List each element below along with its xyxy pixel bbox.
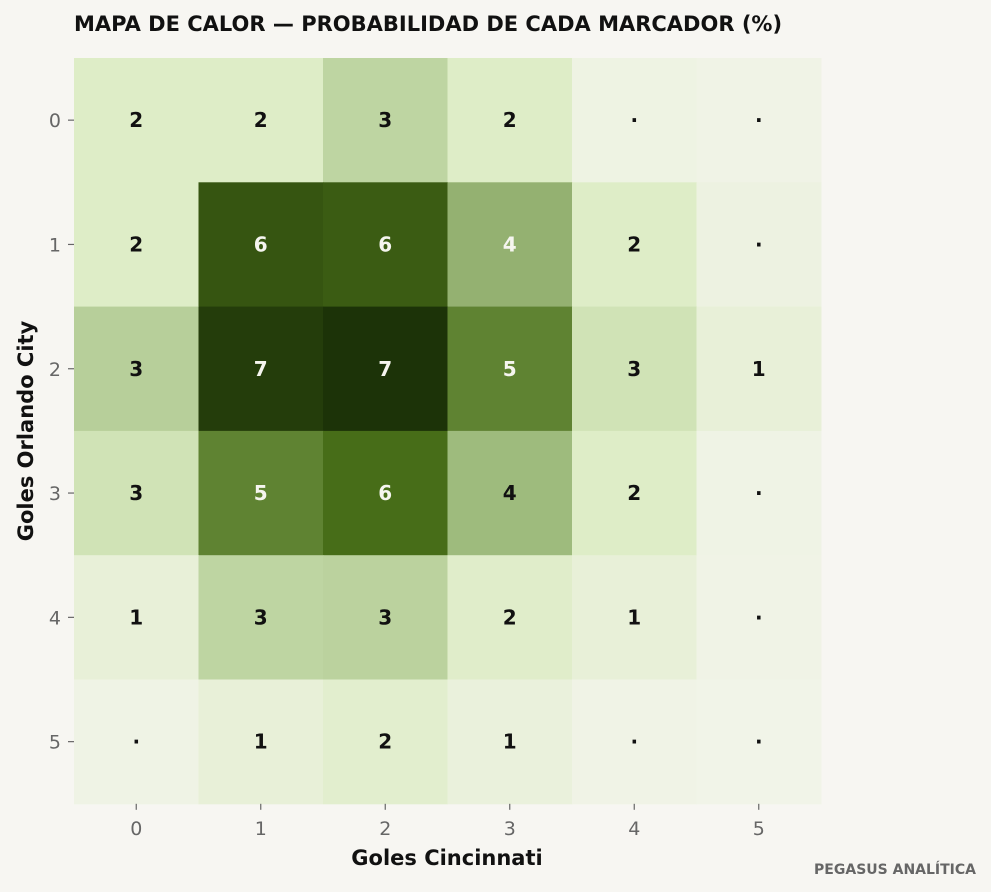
cell-label-5-1: 1 [254, 730, 268, 754]
heatmap-cell-3-0 [74, 430, 199, 556]
cell-label-5-5: · [755, 730, 763, 754]
heatmap-cell-2-5 [696, 306, 822, 432]
heatmap-cell-4-3 [447, 555, 573, 680]
y-tick-label-3: 3 [49, 483, 61, 505]
heatmap-cell-4-1 [198, 555, 324, 680]
cell-label-2-3: 5 [503, 357, 517, 381]
y-tick-label-2: 2 [49, 359, 61, 381]
cell-label-2-2: 7 [378, 357, 392, 381]
heatmap-cell-5-3 [447, 679, 573, 805]
cell-label-4-3: 2 [503, 605, 517, 629]
heatmap-cell-labels: 2 2 3 2 · · 2 6 6 4 2 · 3 7 7 5 3 1 3 5 6 4 2 · 1 3 3 2 1 · · 1 2 1 · · [129, 108, 765, 754]
heatmap-cell-5-4 [572, 679, 697, 805]
cell-label-1-0: 2 [129, 232, 143, 256]
heatmap-cell-0-2 [323, 58, 448, 183]
cell-label-0-5: · [755, 108, 763, 132]
credit-label: PEGASUS ANALÍTICA [814, 862, 976, 878]
cell-label-3-5: · [755, 481, 763, 505]
heatmap-cell-2-1 [198, 306, 324, 432]
cell-label-0-0: 2 [129, 108, 143, 132]
heatmap-cell-5-1 [198, 679, 324, 805]
cell-label-5-3: 1 [503, 730, 517, 754]
cell-label-0-4: · [630, 108, 638, 132]
heatmap-cell-2-3 [447, 306, 573, 432]
x-tick-label-4: 4 [628, 818, 640, 840]
cell-label-5-0: · [132, 730, 140, 754]
heatmap-cell-0-0 [74, 58, 199, 183]
cell-label-4-0: 1 [129, 605, 143, 629]
heatmap-cell-1-2 [323, 182, 448, 308]
heatmap-cell-1-1 [198, 182, 324, 308]
cell-label-4-1: 3 [254, 605, 268, 629]
heatmap-cell-4-0 [74, 555, 199, 680]
heatmap-cell-4-2 [323, 555, 448, 680]
cell-label-3-3: 4 [503, 481, 517, 505]
heatmap-cell-1-3 [447, 182, 573, 308]
cell-label-5-4: · [630, 730, 638, 754]
heatmap-cell-2-2 [323, 306, 448, 432]
x-axis-label: Goles Cincinnati [351, 846, 542, 870]
heatmap-cell-1-5 [696, 182, 822, 308]
cell-label-2-5: 1 [752, 357, 766, 381]
y-axis-label: Goles Orlando City [14, 320, 38, 541]
cell-label-3-2: 6 [378, 481, 392, 505]
chart-title: MAPA DE CALOR — PROBABILIDAD DE CADA MAR… [74, 12, 783, 36]
heatmap-cell-0-4 [572, 58, 697, 183]
x-axis: 0 1 2 3 4 5 [130, 803, 765, 840]
heatmap-cell-5-2 [323, 679, 448, 805]
cell-label-0-3: 2 [503, 108, 517, 132]
cell-label-0-1: 2 [254, 108, 268, 132]
y-tick-label-5: 5 [49, 732, 61, 754]
cell-label-2-0: 3 [129, 357, 143, 381]
cell-label-4-4: 1 [627, 605, 641, 629]
heatmap-cell-4-5 [696, 555, 822, 680]
heatmap-cell-0-1 [198, 58, 324, 183]
cell-label-1-2: 6 [378, 232, 392, 256]
cell-label-4-2: 3 [378, 605, 392, 629]
cell-label-3-1: 5 [254, 481, 268, 505]
cell-label-1-4: 2 [627, 232, 641, 256]
y-tick-label-4: 4 [49, 607, 61, 629]
x-tick-label-5: 5 [753, 818, 765, 840]
heatmap-cell-5-5 [696, 679, 822, 805]
heatmap-cell-3-3 [447, 430, 573, 556]
cell-label-3-4: 2 [627, 481, 641, 505]
cell-label-2-4: 3 [627, 357, 641, 381]
heatmap-cell-1-0 [74, 182, 199, 308]
cell-label-0-2: 3 [378, 108, 392, 132]
cell-label-5-2: 2 [378, 730, 392, 754]
heatmap-cell-0-3 [447, 58, 573, 183]
heatmap-cell-0-5 [696, 58, 822, 183]
heatmap-cell-3-5 [696, 430, 822, 556]
y-tick-label-1: 1 [49, 234, 61, 256]
x-tick-label-0: 0 [130, 818, 142, 840]
cell-label-1-5: · [755, 232, 763, 256]
cell-label-1-1: 6 [254, 232, 268, 256]
heatmap-cell-3-4 [572, 430, 697, 556]
y-axis: 0 1 2 3 4 5 [49, 110, 74, 754]
heatmap-cell-3-1 [198, 430, 324, 556]
heatmap-cells [74, 58, 822, 805]
cell-label-3-0: 3 [129, 481, 143, 505]
heatmap-cell-4-4 [572, 555, 697, 680]
cell-label-1-3: 4 [503, 232, 517, 256]
cell-label-4-5: · [755, 605, 763, 629]
x-tick-label-3: 3 [504, 818, 516, 840]
cell-label-2-1: 7 [254, 357, 268, 381]
x-tick-label-1: 1 [255, 818, 267, 840]
heatmap-cell-2-0 [74, 306, 199, 432]
heatmap-cell-3-2 [323, 430, 448, 556]
heatmap-cell-1-4 [572, 182, 697, 308]
x-tick-label-2: 2 [379, 818, 391, 840]
y-tick-label-0: 0 [49, 110, 61, 132]
heatmap-cell-5-0 [74, 679, 199, 805]
heatmap-cell-2-4 [572, 306, 697, 432]
